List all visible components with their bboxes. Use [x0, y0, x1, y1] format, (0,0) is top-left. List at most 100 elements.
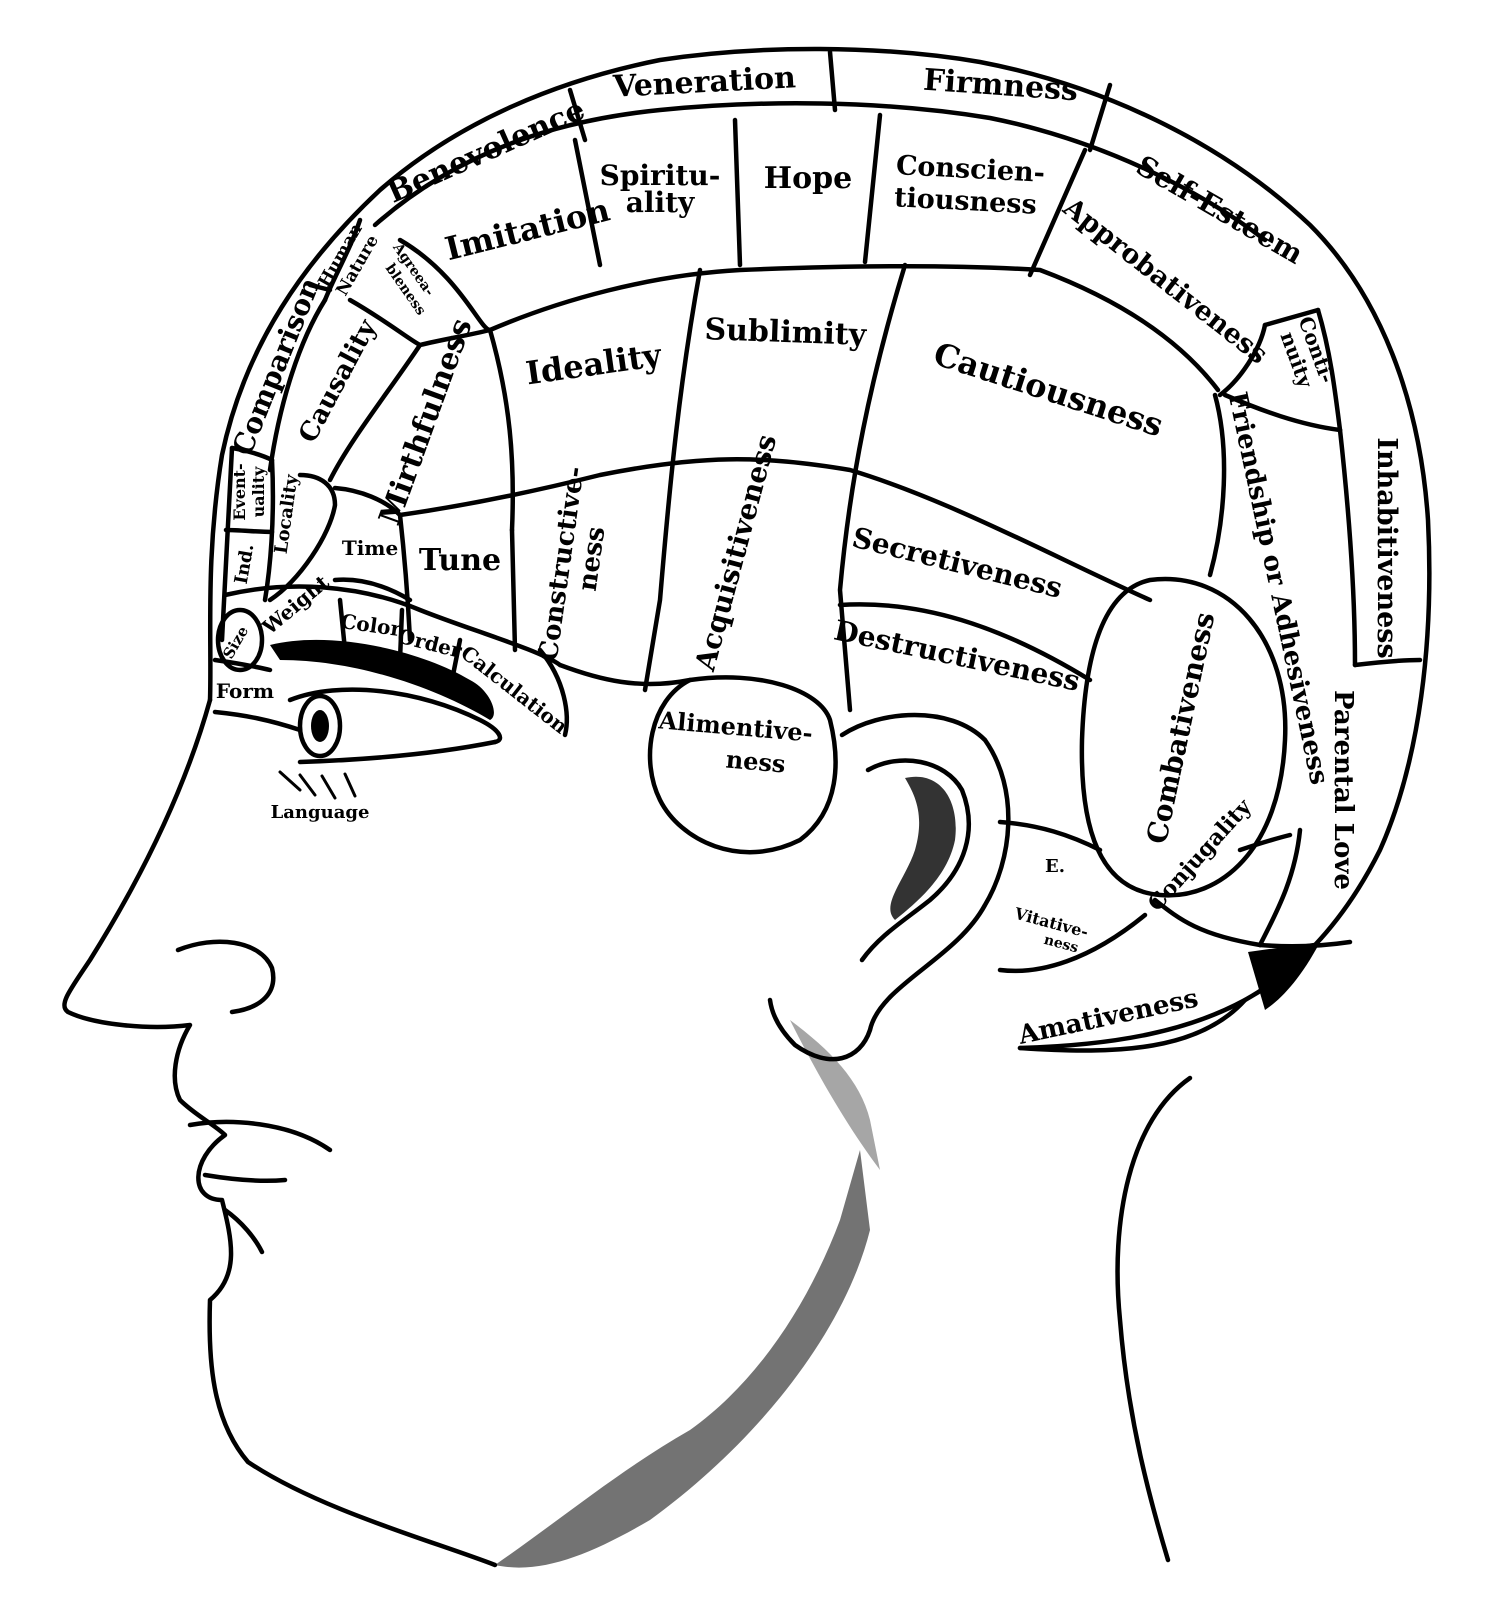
label-cautiousness: Cautiousness	[929, 335, 1168, 445]
boundary-combativeness	[1079, 576, 1288, 898]
boundary-eyebrow-row-top	[222, 584, 563, 668]
label-individuality: Ind.	[231, 542, 259, 585]
label-veneration: Veneration	[611, 60, 797, 105]
boundary-sublimity-right	[837, 262, 908, 713]
eye-iris	[297, 693, 343, 759]
chin-crease	[222, 1207, 265, 1255]
boundary-eventuality-bottom	[223, 527, 275, 535]
boundary-conscientiousness-right	[1027, 147, 1088, 278]
boundary-brow-line	[557, 662, 693, 687]
boundary-inhabitiveness-left	[1337, 427, 1358, 668]
jaw-shading	[790, 1020, 880, 1170]
neck-shading	[495, 1150, 870, 1568]
label-eventuality-line2: uality	[249, 466, 268, 518]
boundary-color-right	[397, 607, 405, 663]
boundary-form-bottom	[212, 709, 303, 733]
boundary-imitation-right	[572, 137, 603, 268]
label-alimentiveness-line2: ness	[725, 744, 787, 778]
boundary-spirituality-right	[732, 117, 743, 268]
label-alimentiveness-line1: Alimentive-	[657, 705, 814, 747]
boundary-veneration-right	[827, 49, 838, 113]
boundary-middle-band	[397, 457, 1153, 603]
boundary-vitativeness-bottom	[997, 912, 1148, 974]
boundary-second-ring	[397, 237, 1221, 393]
boundary-weight-right	[337, 597, 348, 653]
label-form: Form	[216, 679, 274, 703]
boundary-human-nature-left	[322, 217, 363, 303]
boundary-continuity-bottom	[1222, 392, 1343, 433]
label-color: Color	[339, 609, 403, 641]
boundary-order-right	[449, 637, 463, 683]
label-spirituality-line1: Spiritu-	[600, 159, 721, 192]
boundary-comparison-bottom	[229, 445, 275, 463]
boundary-locality-right	[267, 472, 338, 603]
label-inhabitiveness: Inhabitiveness	[1371, 437, 1402, 658]
label-mirthfulness: Mirthfulness	[373, 314, 480, 530]
amativeness-shaded-corner	[1248, 942, 1320, 1010]
label-hope: Hope	[764, 161, 852, 196]
boundary-hope-right	[862, 112, 883, 265]
label-ideality: Ideality	[523, 336, 664, 393]
eye-upper-lid	[287, 687, 503, 745]
boundary-tune-right	[509, 527, 518, 653]
boundary-alimentiveness	[647, 675, 838, 855]
label-eventuality-line1: Event-	[230, 463, 249, 520]
ear-outer	[767, 712, 1011, 1062]
boundary-causality-right	[327, 342, 423, 483]
label-benevolence: Benevolence	[382, 92, 590, 210]
boundary-time-top	[332, 485, 403, 518]
label-spirituality-line2: ality	[626, 186, 695, 219]
boundary-friendship-bottom	[1237, 832, 1293, 853]
boundary-conjugality-right	[1257, 827, 1303, 948]
boundary-conjugality-bottom	[1152, 897, 1263, 948]
boundary-secretiveness-bottom	[837, 602, 1093, 683]
label-conscientiousness-line2: tiousness	[893, 182, 1037, 220]
label-friendship: Friendship or Adhesiveness	[1222, 389, 1335, 787]
label-tune: Tune	[419, 543, 501, 578]
label-locality: Locality	[271, 473, 303, 555]
boundary-human-nature	[307, 282, 333, 293]
ear-inner	[859, 758, 971, 963]
boundary-time-right	[397, 512, 413, 643]
mouth-line	[187, 1119, 333, 1153]
boundary-top-ring	[372, 101, 1268, 243]
boundary-form-top	[212, 657, 273, 673]
boundary-comparison-right	[267, 297, 328, 473]
face-profile-outline	[62, 697, 498, 1568]
label-secretiveness: Secretiveness	[849, 521, 1066, 605]
label-self-esteem: Self-Esteem	[1131, 149, 1309, 271]
boundary-sublimity-left	[642, 267, 703, 693]
label-language: Language	[271, 802, 370, 823]
boundary-veneration-left	[567, 87, 588, 143]
lower-lip	[202, 1172, 288, 1184]
boundary-e-top	[997, 819, 1103, 853]
label-sublimity: Sublimity	[704, 312, 868, 353]
region-boundaries	[212, 49, 1423, 1053]
label-e: E.	[1045, 856, 1065, 877]
label-firmness: Firmness	[922, 63, 1079, 109]
nostril	[175, 939, 276, 1015]
label-parental-love: Parental Love	[1328, 690, 1358, 890]
boundary-amativeness-bottom	[1017, 997, 1248, 1053]
boundary-size	[215, 607, 265, 673]
boundary-continuity-left	[1315, 307, 1343, 433]
boundary-time-bottom	[332, 577, 413, 603]
label-acquisitiveness: Acquisitiveness	[688, 431, 783, 675]
boundary-inhabitiveness-bottom	[1352, 657, 1423, 668]
boundary-self-esteem-right	[1262, 307, 1321, 328]
eye-lower-lid	[297, 739, 498, 765]
label-combativeness: Combativeness	[1140, 609, 1221, 846]
boundary-calculation-right	[537, 647, 569, 738]
eye-pupil	[311, 710, 329, 742]
boundary-firmness-right	[1087, 82, 1113, 153]
ear-shading	[890, 776, 956, 920]
neck-back-outline	[1115, 1075, 1193, 1563]
boundary-approbativeness-right	[1217, 322, 1268, 398]
label-imitation: Imitation	[441, 191, 613, 269]
eyebrow	[270, 639, 494, 720]
boundary-cautiousness-right	[1207, 392, 1227, 578]
cranium-outline	[207, 46, 1432, 1051]
label-time: Time	[342, 536, 398, 560]
